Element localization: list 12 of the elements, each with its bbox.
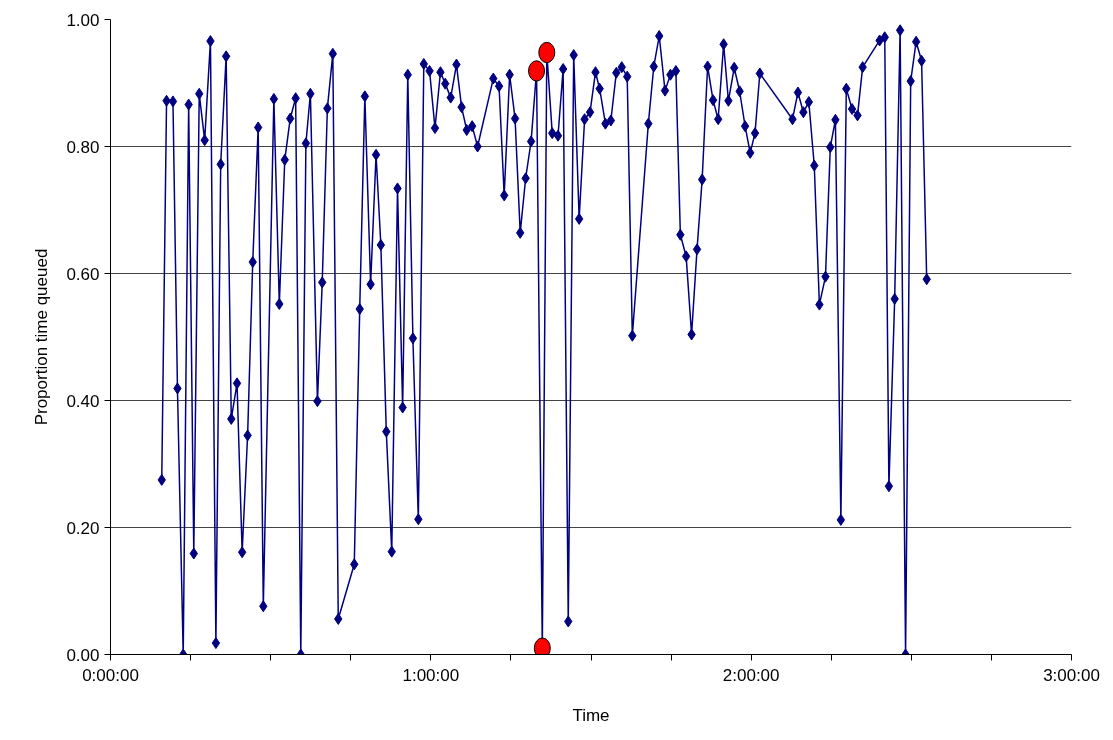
y-tick-label: 1.00 xyxy=(66,10,100,30)
x-tick-label: 3:00:00 xyxy=(1043,665,1100,685)
y-tick-label: 0.80 xyxy=(66,137,100,157)
y-tick-label: 0.60 xyxy=(66,264,100,284)
y-axis-title: Proportion time queued xyxy=(32,248,52,426)
y-tick-label: 0.40 xyxy=(66,391,100,411)
y-tick-label: 0.20 xyxy=(66,518,100,538)
x-tick-label: 1:00:00 xyxy=(402,665,460,685)
x-axis-title: Time xyxy=(572,705,610,725)
x-tick-label: 2:00:00 xyxy=(722,665,780,685)
x-tick-label: 0:00:00 xyxy=(82,665,139,685)
y-tick-label: 0.00 xyxy=(66,645,100,665)
